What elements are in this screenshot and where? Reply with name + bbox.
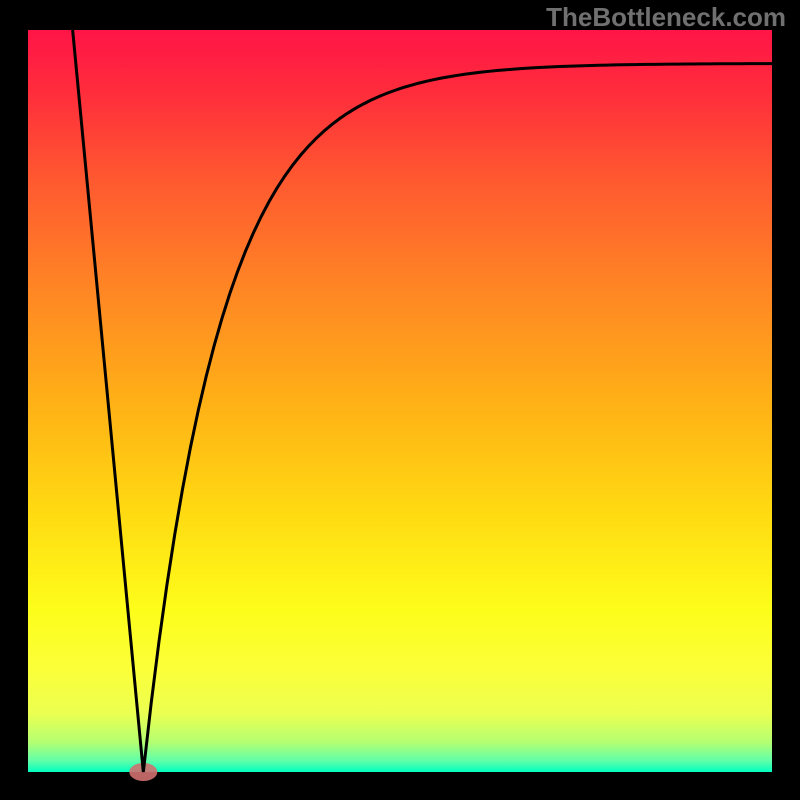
chart-container: TheBottleneck.com (0, 0, 800, 800)
plot-background (28, 30, 772, 772)
bottleneck-chart (0, 0, 800, 800)
watermark-text: TheBottleneck.com (546, 2, 786, 33)
